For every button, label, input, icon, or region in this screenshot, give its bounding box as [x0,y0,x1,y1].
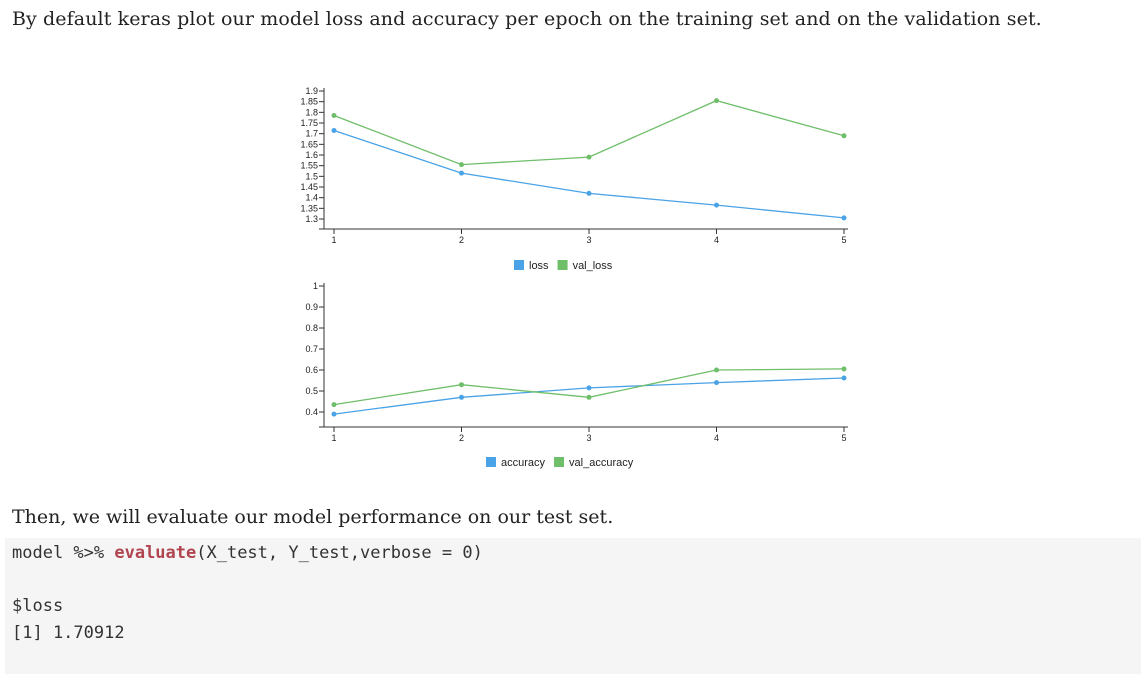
code-output-name: $loss [12,596,64,616]
chart-2-point-val_accuracy [586,394,592,400]
chart-1-point-val_loss [459,162,464,168]
chart-2-y-tick-label: 0.9 [305,302,318,312]
chart-1-y-tick-label: 1.7 [305,129,318,139]
chart-1-point-loss [331,127,337,133]
chart-1-legend-label: val_loss [573,260,613,272]
chart-2-legend-swatch-accuracy [486,457,496,467]
chart-2-point-accuracy [586,385,592,391]
chart-1-y-tick-label: 1.8 [305,107,318,117]
chart-2-y-tick-label: 0.7 [305,344,318,354]
code-args: (X_test, Y_test,verbose = 0) [196,543,483,563]
chart-2-y-tick-label: 0.4 [305,407,318,417]
chart-1-x-tick-label: 2 [459,235,464,245]
code-prefix: model %>% [12,543,115,563]
chart-2-x-tick-label: 2 [459,433,464,443]
chart-1-point-val_loss [586,154,592,160]
chart-2-x-tick-label: 5 [841,433,846,443]
chart-1-x-tick-label: 5 [841,235,846,245]
chart-1-x-tick-label: 1 [331,235,336,245]
chart-1-legend-label: loss [529,260,549,272]
code-line-evaluate: model %>% evaluate(X_test, Y_test,verbos… [12,543,483,563]
chart-1-point-val_loss [841,133,847,139]
chart-1-x-tick-label: 3 [586,235,591,245]
chart-2-y-tick-label: 0.5 [305,386,318,396]
code-block: model %>% evaluate(X_test, Y_test,verbos… [5,538,1141,674]
chart-2-point-val_accuracy [459,382,464,388]
chart-1-point-loss [714,202,719,208]
chart-1-y-tick-label: 1.3 [305,214,318,224]
chart-2-point-accuracy [714,380,719,386]
chart-1-y-tick-label: 1.65 [300,139,318,149]
chart-2-legend-label: accuracy [501,457,546,469]
chart-2-y-tick-label: 1 [313,281,318,291]
chart-2-point-val_accuracy [841,366,847,372]
charts-canvas: 1.31.351.41.451.51.551.61.651.71.751.81.… [300,86,848,469]
code-output-value: [1] 1.70912 [12,623,125,643]
chart-2-legend-label: val_accuracy [569,457,634,469]
chart-1-legend-swatch-loss [514,260,524,270]
chart-1-y-tick-label: 1.9 [305,86,318,96]
chart-1-y-tick-label: 1.6 [305,150,318,160]
chart-2-legend-swatch-val_accuracy [554,457,565,467]
chart-1-x-tick-label: 4 [714,235,719,245]
chart-1-point-loss [459,170,464,176]
chart-1-y-tick-label: 1.4 [305,193,318,203]
chart-1-legend-swatch-val_loss [557,260,568,270]
code-function: evaluate [114,543,197,563]
chart-1-point-val_loss [714,98,719,104]
chart-2-x-tick-label: 4 [714,433,719,443]
chart-1-y-tick-label: 1.45 [300,182,318,192]
chart-1-point-loss [586,190,592,196]
chart-2-point-accuracy [841,375,847,381]
chart-1-y-tick-label: 1.55 [300,161,318,171]
chart-1-point-val_loss [331,113,337,119]
chart-2-point-accuracy [331,411,337,417]
chart-1-point-loss [841,215,847,221]
evaluate-paragraph: Then, we will evaluate our model perform… [12,506,614,528]
chart-2-x-tick-label: 3 [586,433,591,443]
chart-2-point-accuracy [459,394,464,400]
chart-2-point-val_accuracy [331,402,337,408]
chart-1-y-tick-label: 1.85 [300,97,318,107]
intro-paragraph: By default keras plot our model loss and… [12,8,1042,30]
chart-1-y-tick-label: 1.75 [300,118,318,128]
chart-1-y-tick-label: 1.35 [300,203,318,213]
chart-1-y-tick-label: 1.5 [305,171,318,181]
chart-2-y-tick-label: 0.6 [305,365,318,375]
chart-2-point-val_accuracy [714,367,719,373]
chart-2-y-tick-label: 0.8 [305,323,318,333]
chart-2-x-tick-label: 1 [331,433,336,443]
chart-1-series-line-loss [333,129,845,219]
